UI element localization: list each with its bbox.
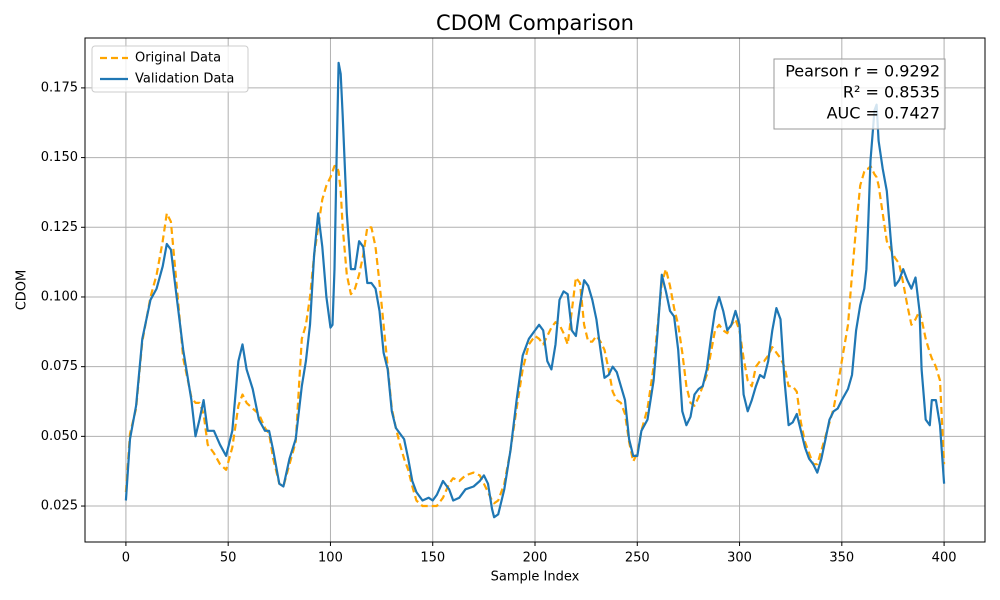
legend-box [91,45,249,93]
x-tick-label: 0 [122,551,130,566]
x-tick-label: 150 [420,551,445,566]
x-tick-label: 100 [318,551,343,566]
plot-frame [84,37,986,543]
x-tick-label: 200 [523,551,548,566]
y-tick-label: 0.050 [41,429,78,444]
x-tick-label: 300 [727,551,752,566]
y-tick-label: 0.125 [41,220,78,235]
x-tick-label: 250 [625,551,650,566]
legend-label: Original Data [135,51,221,66]
x-axis-label: Sample Index [491,570,580,585]
y-tick-label: 0.075 [41,359,78,374]
legend-label: Validation Data [135,72,234,87]
x-tick-label: 50 [220,551,237,566]
y-tick-label: 0.100 [41,289,78,304]
annotation: Pearson r = 0.9292 [785,62,940,81]
y-tick-label: 0.150 [41,150,78,165]
annotation-box [773,58,946,130]
y-tick-label: 0.025 [41,499,78,514]
chart-title: CDOM Comparison [436,11,634,35]
x-tick-label: 400 [932,551,957,566]
y-axis-label: CDOM [15,270,30,311]
annotation: R² = 0.8535 [843,83,940,102]
x-tick-label: 350 [829,551,854,566]
annotation: AUC = 0.7427 [827,104,940,123]
y-tick-label: 0.175 [41,80,78,95]
data-line [124,61,946,519]
